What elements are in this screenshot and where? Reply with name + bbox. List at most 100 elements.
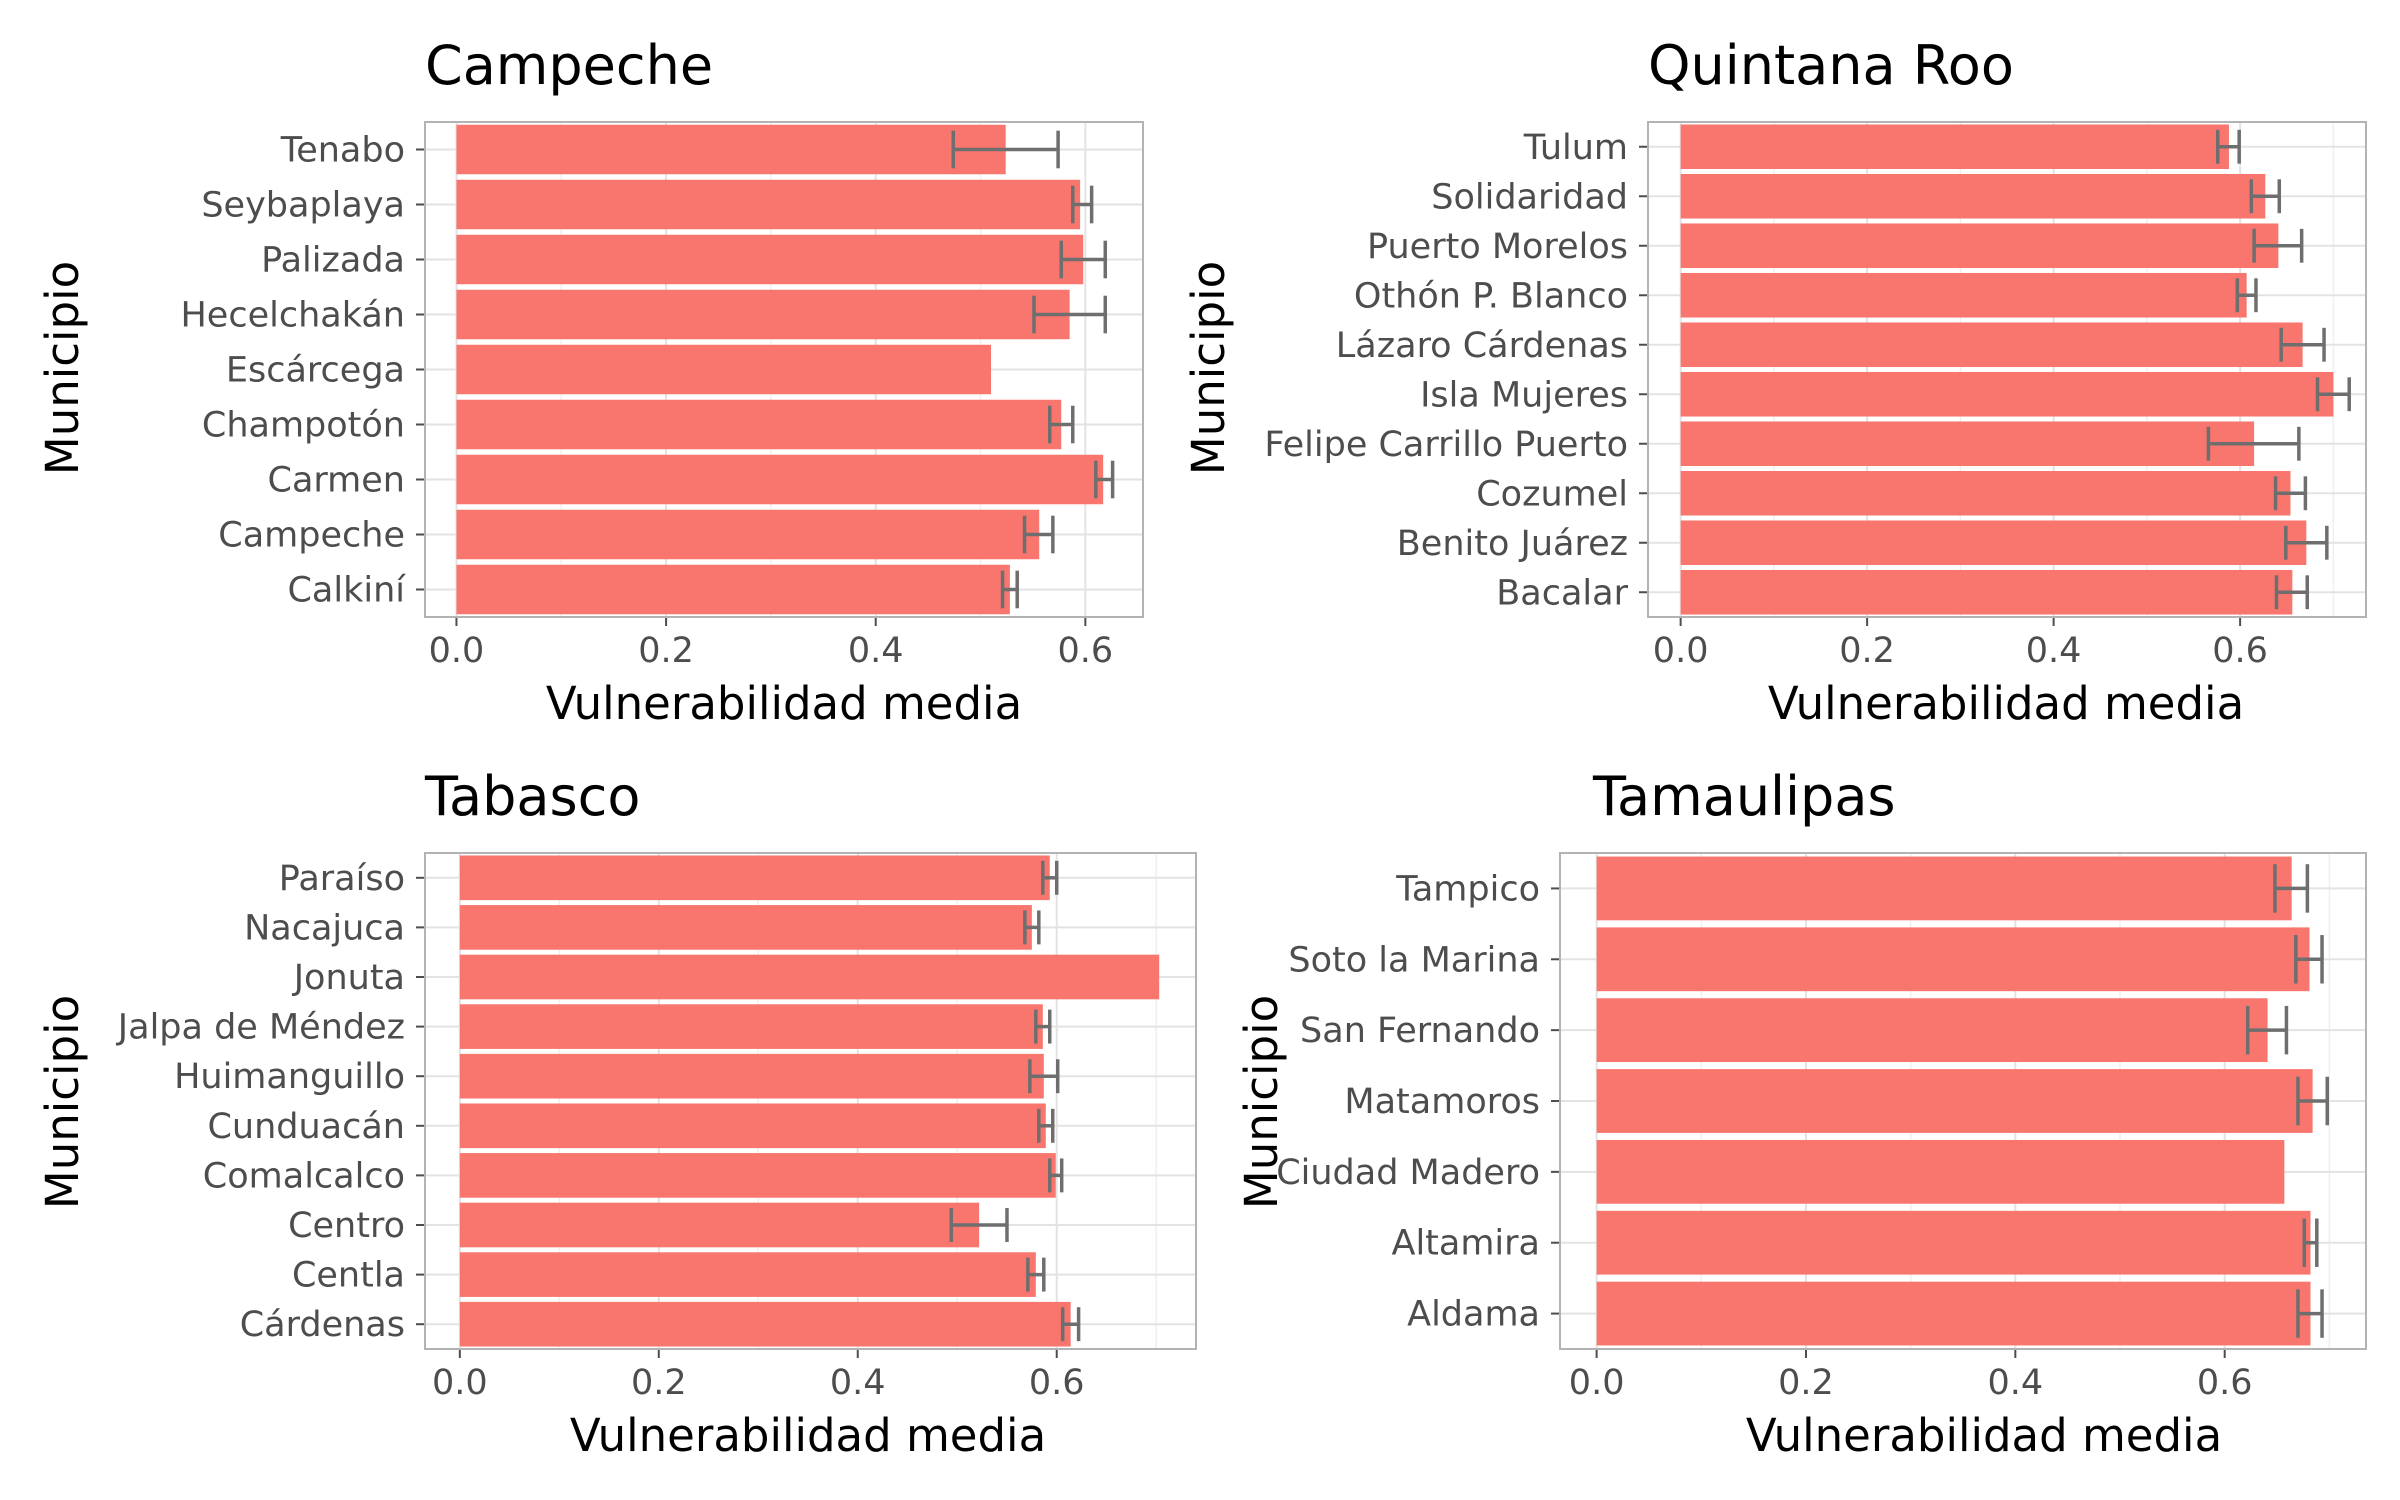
x-tick-label: 0.2: [631, 1363, 687, 1403]
bar: [1680, 124, 2229, 170]
y-tick-label: Campeche: [218, 516, 405, 556]
x-tick-label: 0.6: [2212, 631, 2268, 671]
y-tick-label: Tampico: [1395, 869, 1540, 909]
y-tick-label: Tulum: [1523, 128, 1628, 168]
bar: [1680, 272, 2247, 318]
chart-title: Tabasco: [424, 765, 640, 828]
y-tick-label: Cárdenas: [240, 1305, 405, 1345]
bar: [459, 1252, 1036, 1297]
chart-title: Tamaulipas: [1592, 765, 1896, 828]
error-bar: [1000, 570, 1019, 609]
y-tick-label: Calkiní: [287, 571, 406, 611]
y-tick-label: San Fernando: [1300, 1011, 1540, 1051]
bar: [456, 454, 1104, 505]
x-axis-label: Vulnerabilidad media: [546, 677, 1022, 730]
y-tick-label: Felipe Carrillo Puerto: [1264, 425, 1628, 465]
error-bar: [1028, 1059, 1060, 1094]
bar: [1596, 856, 2292, 921]
error-bar: [2296, 1289, 2324, 1338]
bar: [456, 234, 1084, 285]
plot-border: [424, 852, 1197, 1350]
y-tick-label: Altamira: [1392, 1224, 1541, 1264]
y-tick-label: Soto la Marina: [1288, 940, 1540, 980]
bar: [1680, 322, 2303, 368]
error-bar: [1047, 405, 1075, 444]
bar: [456, 344, 992, 395]
error-bar: [1032, 295, 1108, 334]
y-tick-label: Ciudad Madero: [1276, 1153, 1540, 1193]
error-bar: [2206, 426, 2301, 461]
bar: [459, 1202, 980, 1248]
y-tick-label: Tenabo: [280, 131, 405, 171]
error-bar: [2279, 327, 2326, 362]
y-axis-label: Municipio: [1182, 261, 1235, 475]
y-tick-label: Palizada: [261, 241, 405, 281]
chart-panel-campeche: Campeche Municipio Vulnerabilidad media …: [36, 34, 1144, 730]
y-tick-label: Jonuta: [292, 958, 405, 998]
y-tick-label: Othón P. Blanco: [1354, 276, 1628, 316]
plot-border: [1647, 121, 2367, 618]
y-tick-label: Carmen: [268, 461, 405, 501]
bar: [1680, 223, 2279, 269]
error-bar: [2252, 228, 2304, 263]
bar: [1680, 569, 2293, 615]
y-axis-label: Municipio: [36, 995, 89, 1209]
error-bar: [2245, 1005, 2289, 1055]
x-tick-label: 0.6: [1058, 631, 1114, 671]
error-bar: [2294, 935, 2324, 984]
bar: [459, 1301, 1071, 1347]
x-tick-label: 0.0: [1653, 631, 1709, 671]
bar: [1596, 1281, 2311, 1346]
error-bar: [951, 130, 1060, 169]
y-tick-label: Solidaridad: [1431, 177, 1628, 217]
bar: [456, 179, 1081, 230]
error-bar: [2235, 278, 2258, 313]
error-bar: [1034, 1009, 1052, 1044]
error-bar: [1059, 240, 1108, 279]
error-bar: [1048, 1158, 1064, 1193]
x-tick-label: 0.2: [1839, 631, 1895, 671]
y-tick-label: Lázaro Cárdenas: [1336, 326, 1628, 366]
y-tick-label: Isla Mujeres: [1420, 375, 1628, 415]
y-tick-label: Paraíso: [279, 859, 405, 899]
error-bar: [2302, 1218, 2319, 1267]
bar: [459, 1004, 1043, 1049]
y-tick-label: Huimanguillo: [174, 1057, 405, 1097]
y-tick-label: Puerto Morelos: [1367, 227, 1628, 267]
x-axis-label: Vulnerabilidad media: [1746, 1409, 2222, 1462]
chart-panel-quintana-roo: Quintana Roo Municipio Vulnerabilidad me…: [1182, 34, 2367, 730]
bar: [456, 399, 1062, 450]
y-tick-label: Jalpa de Méndez: [116, 1008, 405, 1048]
error-bar: [1022, 515, 1055, 554]
error-bar: [1026, 1257, 1046, 1292]
error-bar: [2315, 377, 2351, 412]
bar: [1680, 421, 2255, 467]
error-bar: [1041, 860, 1059, 895]
y-tick-label: Cozumel: [1476, 474, 1628, 514]
y-tick-label: Comalcalco: [203, 1156, 405, 1196]
y-tick-label: Cunduacán: [207, 1107, 405, 1147]
y-tick-label: Seybaplaya: [201, 186, 405, 226]
y-tick-label: Matamoros: [1344, 1082, 1540, 1122]
bar: [459, 1103, 1046, 1149]
bar: [459, 855, 1050, 901]
x-tick-label: 0.0: [1569, 1363, 1625, 1403]
error-bar: [1060, 1307, 1081, 1342]
error-bar: [1023, 910, 1041, 945]
y-tick-label: Centla: [292, 1256, 405, 1296]
x-tick-label: 0.4: [830, 1363, 886, 1403]
bar: [456, 564, 1010, 615]
y-tick-label: Aldama: [1407, 1295, 1540, 1335]
chart-title: Campeche: [425, 34, 713, 97]
bar: [1596, 998, 2268, 1063]
x-tick-label: 0.2: [638, 631, 694, 671]
y-tick-label: Hecelchakán: [180, 296, 405, 336]
bar: [459, 1053, 1044, 1099]
bar: [1596, 1139, 2285, 1204]
bar: [1680, 520, 2307, 566]
error-bar: [2284, 525, 2329, 560]
plot-border: [424, 121, 1144, 618]
x-tick-label: 0.6: [1029, 1363, 1085, 1403]
error-bar: [1094, 460, 1115, 499]
